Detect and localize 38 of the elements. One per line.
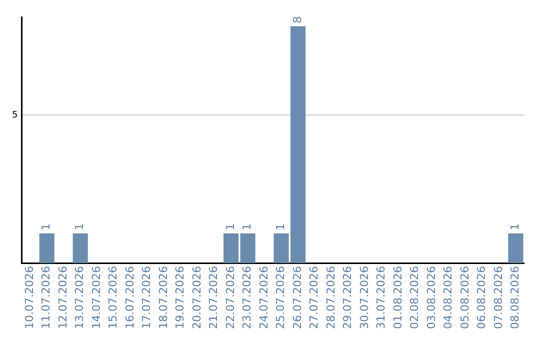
x-tick-label: 01.08.2026 (391, 266, 404, 330)
x-tick-label: 19.07.2026 (174, 266, 187, 330)
x-tick-label: 25.07.2026 (274, 266, 288, 330)
data-label: 1 (274, 223, 288, 230)
x-tick-label: 11.07.2026 (40, 266, 53, 330)
x-tick-label: 17.07.2026 (140, 266, 154, 330)
x-tick-label: 02.08.2026 (408, 266, 422, 330)
data-label: 8 (290, 16, 304, 24)
x-tick-label: 05.08.2026 (458, 266, 472, 330)
x-tick-label: 07.08.2026 (492, 266, 505, 330)
data-label: 1 (73, 223, 86, 230)
x-tick-label: 16.07.2026 (123, 266, 136, 330)
x-tick-label: 15.07.2026 (106, 266, 120, 330)
x-tick-label: 27.07.2026 (308, 266, 321, 330)
x-tick-label: 22.07.2026 (224, 266, 237, 330)
x-tick-label: 10.07.2026 (22, 266, 36, 330)
data-label: 1 (240, 223, 254, 230)
data-label: 1 (508, 223, 522, 230)
x-tick-label: 03.08.2026 (424, 266, 438, 330)
y-tick-label: 5 (12, 110, 18, 120)
x-tick-label: 28.07.2026 (324, 266, 338, 330)
x-tick-label: 29.07.2026 (341, 266, 354, 330)
x-tick-label: 23.07.2026 (240, 266, 254, 330)
x-tick-label: 06.08.2026 (475, 266, 488, 330)
x-tick-label: 12.07.2026 (56, 266, 70, 330)
x-tick-label: 08.08.2026 (508, 266, 522, 330)
x-tick-label: 20.07.2026 (190, 266, 204, 330)
data-label: 1 (40, 223, 53, 230)
x-tick-label: 31.07.2026 (374, 266, 388, 330)
data-label: 1 (224, 223, 237, 230)
x-tick-label: 13.07.2026 (73, 266, 86, 330)
x-tick-label: 04.08.2026 (442, 266, 455, 330)
x-tick-label: 21.07.2026 (207, 266, 220, 330)
x-tick-label: 18.07.2026 (156, 266, 170, 330)
x-tick-label: 14.07.2026 (90, 266, 103, 330)
x-tick-label: 26.07.2026 (290, 266, 304, 330)
x-tick-label: 24.07.2026 (257, 266, 270, 330)
x-tick-label: 30.07.2026 (358, 266, 371, 330)
